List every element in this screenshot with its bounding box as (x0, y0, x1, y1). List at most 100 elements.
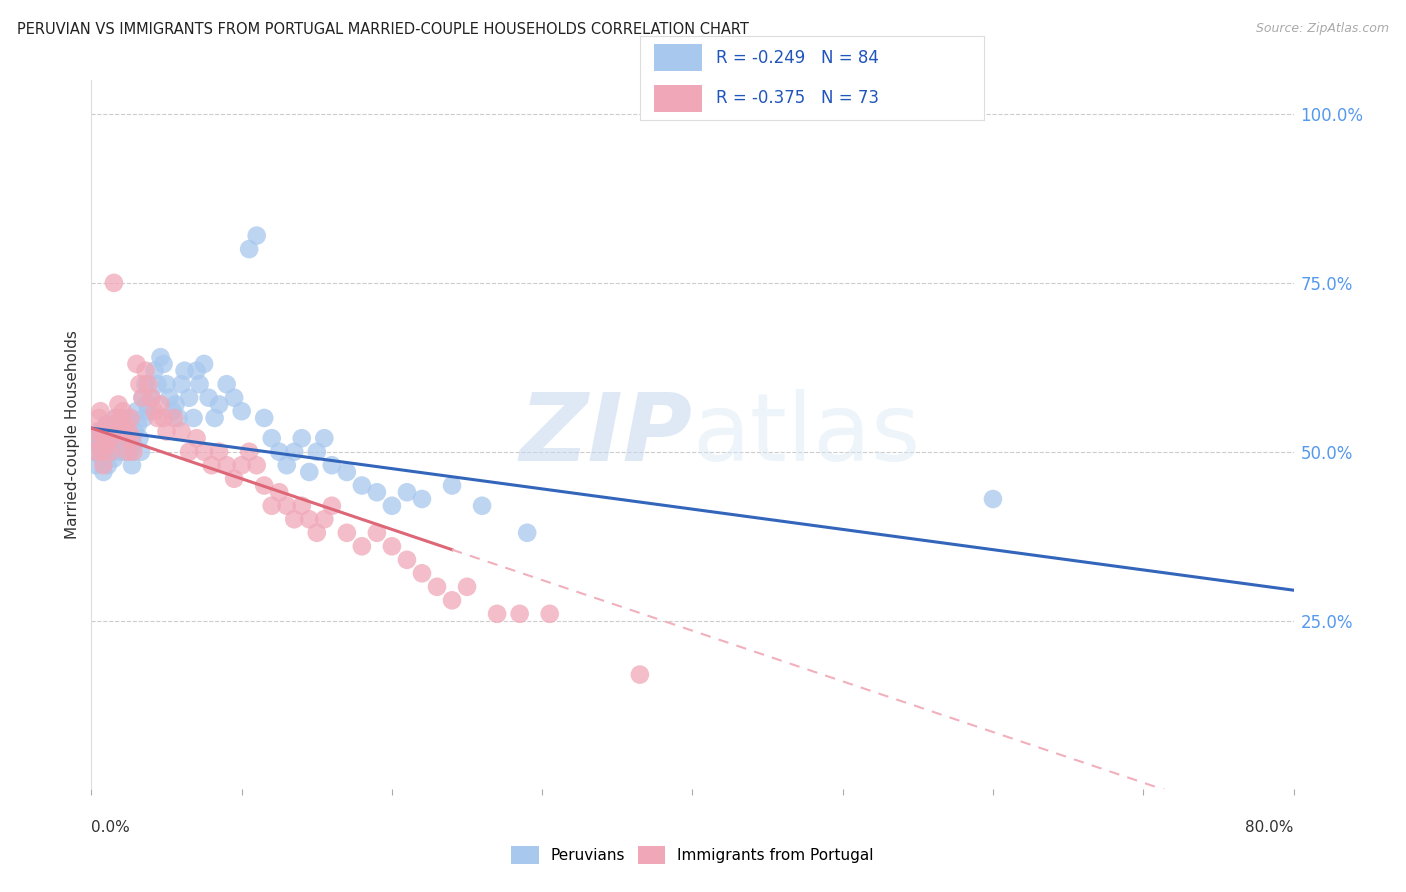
Point (131, 391, 153, 405)
Point (101, 444, 124, 458)
Point (129, 444, 152, 458)
Point (177, 391, 200, 405)
Bar (654, 44, 702, 71)
Point (177, 444, 200, 458)
Point (103, 431, 125, 445)
Point (509, 607, 531, 621)
Point (152, 357, 174, 371)
Point (260, 499, 283, 513)
Point (96, 417, 118, 432)
Point (366, 525, 388, 540)
Point (395, 485, 418, 500)
Point (298, 465, 321, 479)
Point (127, 417, 149, 432)
Point (134, 364, 156, 378)
Point (186, 431, 208, 445)
Point (538, 607, 561, 621)
Point (94, 444, 117, 458)
Point (628, 667, 651, 681)
Point (134, 377, 156, 392)
Point (276, 458, 298, 473)
Point (100, 425, 122, 439)
Point (224, 472, 246, 486)
Point (100, 444, 122, 458)
Point (146, 411, 169, 425)
Point (98, 438, 121, 452)
Point (298, 512, 321, 526)
Point (143, 364, 166, 378)
Point (83, 444, 105, 458)
Point (124, 425, 146, 439)
Point (141, 391, 163, 405)
Point (269, 444, 291, 458)
Legend: Peruvians, Immigrants from Portugal: Peruvians, Immigrants from Portugal (505, 839, 880, 871)
Point (89, 404, 111, 418)
Point (86, 431, 108, 445)
Point (163, 411, 186, 425)
Point (83, 431, 105, 445)
Point (305, 525, 328, 540)
Point (136, 397, 159, 411)
Text: 80.0%: 80.0% (1246, 821, 1294, 835)
Point (105, 425, 128, 439)
Point (197, 391, 219, 405)
Point (321, 458, 343, 473)
Point (115, 425, 138, 439)
Point (149, 397, 172, 411)
Point (86, 425, 108, 439)
Point (118, 431, 141, 445)
Point (253, 478, 276, 492)
Text: atlas: atlas (692, 389, 921, 481)
Point (122, 444, 145, 458)
Point (291, 499, 314, 513)
Point (981, 491, 1004, 506)
Point (132, 411, 155, 425)
Point (183, 411, 205, 425)
Point (138, 377, 160, 392)
Point (224, 391, 246, 405)
Point (117, 411, 139, 425)
Point (125, 357, 148, 371)
Point (159, 391, 181, 405)
Point (305, 444, 328, 458)
Point (93, 465, 115, 479)
Point (96, 417, 118, 432)
Point (193, 444, 215, 458)
Point (208, 397, 231, 411)
Point (90, 451, 112, 466)
Point (269, 485, 291, 500)
Point (246, 228, 269, 243)
Point (350, 539, 373, 553)
Point (204, 411, 226, 425)
Point (276, 499, 298, 513)
Point (98, 425, 121, 439)
Point (411, 566, 433, 581)
Point (128, 377, 150, 392)
Point (456, 580, 478, 594)
Point (215, 458, 238, 473)
Point (440, 593, 463, 607)
Point (167, 411, 190, 425)
Point (104, 411, 127, 425)
Point (93, 458, 115, 473)
Text: ZIP: ZIP (520, 389, 692, 481)
Point (152, 411, 174, 425)
Point (120, 444, 142, 458)
Point (188, 377, 211, 392)
Point (155, 425, 177, 439)
Point (426, 580, 449, 594)
Point (87, 438, 110, 452)
Point (110, 425, 132, 439)
Point (208, 444, 231, 458)
Point (173, 364, 195, 378)
Point (104, 411, 127, 425)
Y-axis label: Married-couple Households: Married-couple Households (65, 330, 80, 540)
Point (238, 242, 260, 256)
Point (215, 377, 238, 392)
Point (114, 444, 136, 458)
Point (336, 465, 359, 479)
Text: R = -0.249   N = 84: R = -0.249 N = 84 (716, 49, 879, 67)
Point (117, 444, 139, 458)
Point (321, 499, 343, 513)
Point (84, 458, 107, 473)
